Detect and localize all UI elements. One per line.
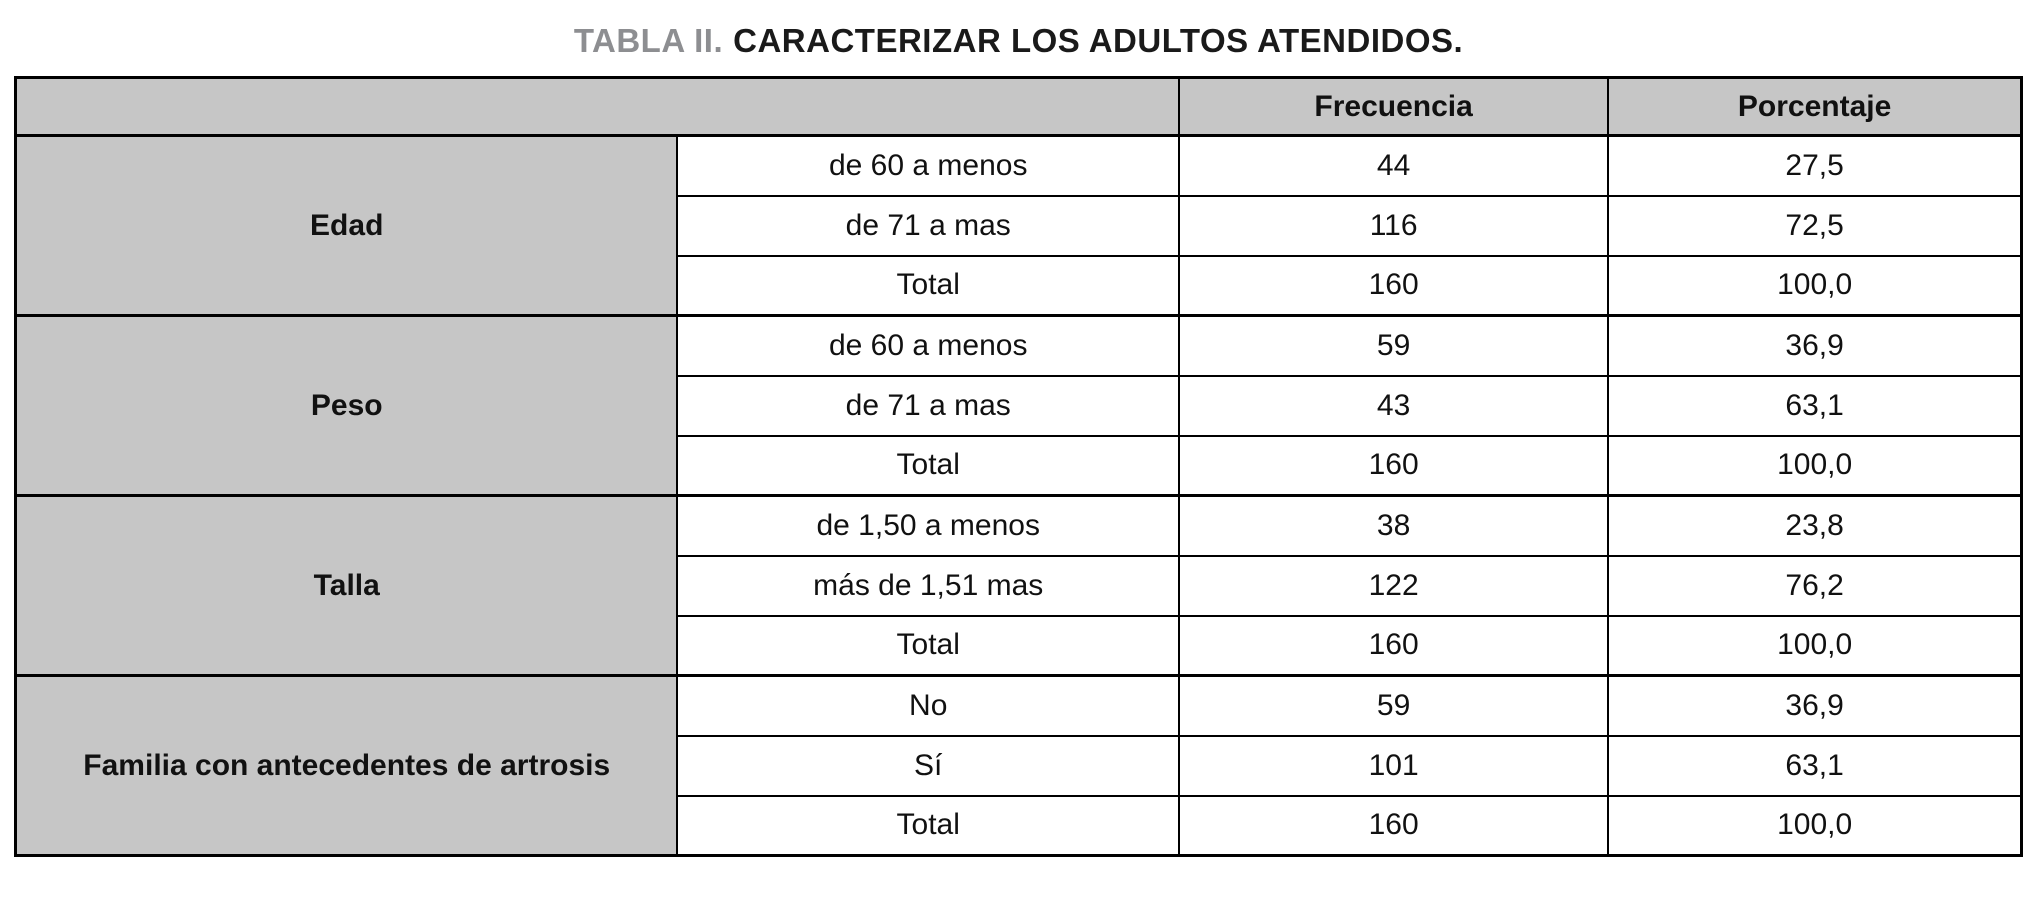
category-cell: Sí	[676, 734, 1180, 797]
header-porcentaje: Porcentaje	[1607, 76, 2023, 137]
table-row: Edad de 60 a menos 44 27,5	[14, 134, 2023, 317]
group-label-peso: Peso	[14, 314, 679, 497]
header-frecuencia: Frecuencia	[1177, 76, 1610, 137]
category-cell: Total	[676, 434, 1180, 497]
category-cell: Total	[676, 254, 1180, 317]
group-label-edad: Edad	[14, 134, 679, 317]
category-cell: Total	[676, 794, 1180, 857]
frequency-cell: 160	[1177, 794, 1610, 857]
percentage-cell: 100,0	[1607, 794, 2023, 857]
table-row: de 71 a mas 43 63,1	[16, 374, 2023, 437]
frequency-cell: 43	[1177, 374, 1610, 437]
table-row: Total 160 100,0	[16, 254, 2023, 317]
table-title-text: CARACTERIZAR LOS ADULTOS ATENDIDOS.	[733, 22, 1464, 59]
percentage-cell: 63,1	[1607, 734, 2023, 797]
frequency-cell: 59	[1177, 314, 1610, 377]
table-row: Talla de 1,50 a menos 38 23,8	[14, 494, 2023, 677]
table-title-label: TABLA II.	[573, 22, 724, 59]
percentage-cell: 100,0	[1607, 614, 2023, 677]
table-title: TABLA II. CARACTERIZAR LOS ADULTOS ATENDI…	[0, 22, 2037, 60]
category-cell: de 71 a mas	[676, 194, 1180, 257]
table-row: de 71 a mas 116 72,5	[16, 194, 2023, 257]
frequency-cell: 160	[1177, 614, 1610, 677]
percentage-cell: 76,2	[1607, 554, 2023, 617]
table-row: más de 1,51 mas 122 76,2	[16, 554, 2023, 617]
table-row: Total 160 100,0	[16, 794, 2023, 857]
percentage-cell: 36,9	[1607, 674, 2023, 737]
category-cell: de 1,50 a menos	[676, 494, 1180, 557]
frequency-cell: 160	[1177, 434, 1610, 497]
frequency-cell: 101	[1177, 734, 1610, 797]
frequency-cell: 122	[1177, 554, 1610, 617]
table-row: Sí 101 63,1	[16, 734, 2023, 797]
percentage-cell: 100,0	[1607, 254, 2023, 317]
frequency-cell: 44	[1177, 134, 1610, 197]
group-label-talla: Talla	[14, 494, 679, 677]
frequency-cell: 59	[1177, 674, 1610, 737]
percentage-cell: 100,0	[1607, 434, 2023, 497]
header-empty-cell	[14, 76, 1180, 137]
group-label-familia-antecedentes: Familia con antecedentes de artrosis	[14, 674, 679, 857]
category-cell: de 71 a mas	[676, 374, 1180, 437]
table-row: Familia con antecedentes de artrosis No …	[14, 674, 2023, 857]
category-cell: Total	[676, 614, 1180, 677]
table-row: Total 160 100,0	[16, 614, 2023, 677]
percentage-cell: 36,9	[1607, 314, 2023, 377]
category-cell: No	[676, 674, 1180, 737]
frequency-cell: 38	[1177, 494, 1610, 557]
category-cell: de 60 a menos	[676, 314, 1180, 377]
table-row: Total 160 100,0	[16, 434, 2023, 497]
category-cell: más de 1,51 mas	[676, 554, 1180, 617]
table-row: Peso de 60 a menos 59 36,9	[14, 314, 2023, 497]
percentage-cell: 72,5	[1607, 194, 2023, 257]
frequency-cell: 160	[1177, 254, 1610, 317]
header-row: Frecuencia Porcentaje	[14, 76, 2023, 137]
percentage-cell: 23,8	[1607, 494, 2023, 557]
data-table: Frecuencia Porcentaje Edad de 60 a menos…	[14, 76, 2023, 857]
frequency-cell: 116	[1177, 194, 1610, 257]
category-cell: de 60 a menos	[676, 134, 1180, 197]
percentage-cell: 27,5	[1607, 134, 2023, 197]
percentage-cell: 63,1	[1607, 374, 2023, 437]
